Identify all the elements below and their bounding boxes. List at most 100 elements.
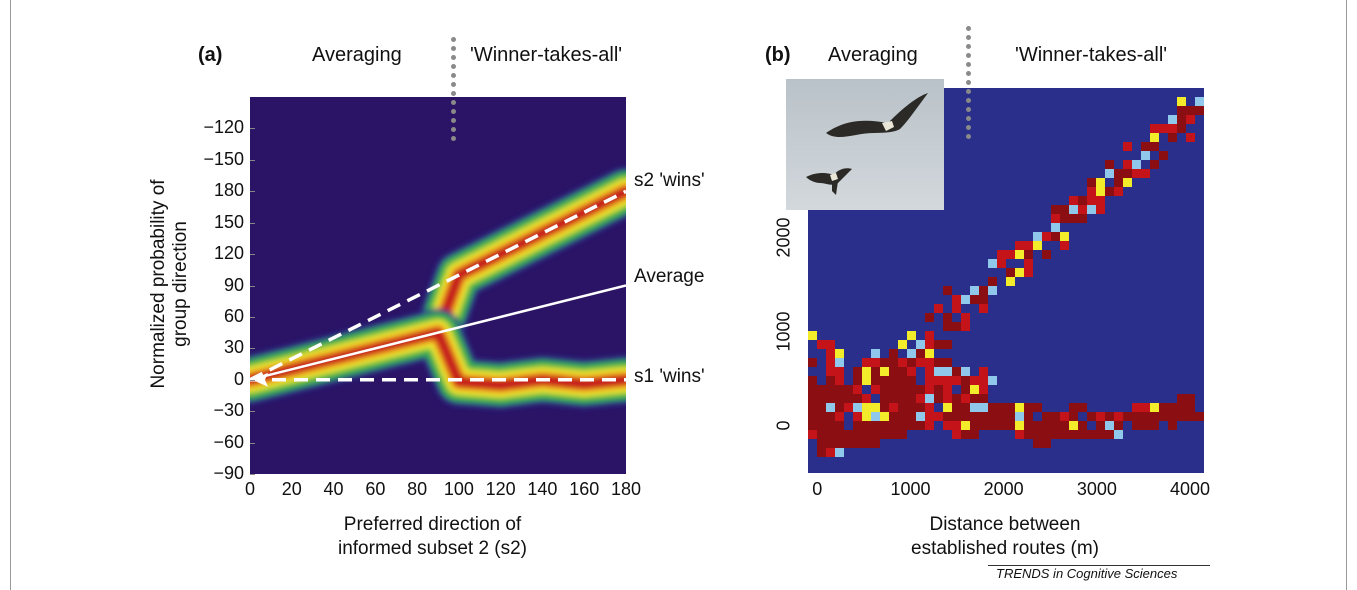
heat-cell bbox=[1141, 421, 1150, 430]
heat-cell bbox=[1069, 403, 1078, 412]
heat-cell bbox=[826, 430, 835, 439]
heat-cell bbox=[835, 376, 844, 385]
heat-cell bbox=[952, 430, 961, 439]
heat-cell bbox=[871, 349, 880, 358]
heat-cell bbox=[1033, 439, 1042, 448]
heat-cell bbox=[889, 349, 898, 358]
heat-cell bbox=[1033, 403, 1042, 412]
heat-cell bbox=[1132, 421, 1141, 430]
heat-cell bbox=[1087, 430, 1096, 439]
heat-cell bbox=[1123, 142, 1132, 151]
panel-a-ytick-label: 30 bbox=[223, 337, 244, 358]
divider-dot bbox=[451, 118, 456, 123]
heat-cell bbox=[1186, 133, 1195, 142]
heat-cell bbox=[1006, 268, 1015, 277]
heat-cell bbox=[835, 385, 844, 394]
heat-cell bbox=[961, 313, 970, 322]
divider-dot bbox=[966, 98, 971, 103]
heat-cell bbox=[1105, 187, 1114, 196]
panel-b-xlabel: Distance between established routes (m) bbox=[911, 514, 1099, 559]
heat-cell bbox=[988, 277, 997, 286]
heat-cell bbox=[1024, 268, 1033, 277]
heat-cell bbox=[925, 403, 934, 412]
heat-cell bbox=[1132, 160, 1141, 169]
heat-cell bbox=[907, 412, 916, 421]
heat-cell bbox=[1024, 412, 1033, 421]
heat-cell bbox=[1105, 421, 1114, 430]
panel-a-xtick-label: 180 bbox=[610, 479, 642, 499]
heat-cell bbox=[934, 340, 943, 349]
heat-cell bbox=[970, 430, 979, 439]
heat-cell bbox=[871, 421, 880, 430]
heat-cell bbox=[916, 340, 925, 349]
panel-a-xtick-label: 140 bbox=[527, 479, 558, 499]
heat-cell bbox=[862, 439, 871, 448]
heat-cell bbox=[889, 430, 898, 439]
heat-cell bbox=[961, 376, 970, 385]
panel-a-ytick-label: 60 bbox=[223, 305, 244, 326]
heat-cell bbox=[1123, 178, 1132, 187]
heat-cell bbox=[889, 412, 898, 421]
heat-cell bbox=[817, 421, 826, 430]
series-line-0 bbox=[250, 189, 626, 382]
heat-cell bbox=[871, 385, 880, 394]
heat-cell bbox=[961, 295, 970, 304]
heat-cell bbox=[1150, 142, 1159, 151]
heat-cell bbox=[1096, 412, 1105, 421]
panel-a-ytick-mark bbox=[250, 442, 255, 444]
heat-cell bbox=[1114, 421, 1123, 430]
heat-cell bbox=[1132, 169, 1141, 178]
s2-wins-label: s2 'wins' bbox=[634, 170, 705, 191]
heat-cell bbox=[1159, 403, 1168, 412]
heat-cell bbox=[808, 385, 817, 394]
heat-cell bbox=[907, 385, 916, 394]
heat-cell bbox=[943, 322, 952, 331]
divider-dot bbox=[451, 64, 456, 69]
heat-cell bbox=[1060, 421, 1069, 430]
heat-cell bbox=[1006, 277, 1015, 286]
heat-cell bbox=[1177, 412, 1186, 421]
heat-cell bbox=[844, 385, 853, 394]
heat-cell bbox=[1186, 115, 1195, 124]
heat-cell bbox=[943, 412, 952, 421]
panel-a-xtick-label: 0 bbox=[244, 479, 255, 499]
heat-cell bbox=[988, 259, 997, 268]
divider-dot bbox=[966, 134, 971, 139]
heat-cell bbox=[952, 421, 961, 430]
s1-wins-label: s1 'wins' bbox=[634, 366, 705, 387]
heat-cell bbox=[880, 403, 889, 412]
divider-dot bbox=[451, 136, 456, 141]
panel-a-xtick-label: 120 bbox=[485, 479, 516, 499]
heat-cell bbox=[943, 286, 952, 295]
heat-cell bbox=[844, 439, 853, 448]
heat-cell bbox=[826, 439, 835, 448]
heat-cell bbox=[889, 421, 898, 430]
divider-dot bbox=[966, 53, 971, 58]
heat-cell bbox=[925, 313, 934, 322]
heat-cell bbox=[808, 403, 817, 412]
heat-cell bbox=[1141, 412, 1150, 421]
heat-cell bbox=[970, 376, 979, 385]
heat-cell bbox=[1150, 160, 1159, 169]
heat-cell bbox=[817, 448, 826, 457]
heat-cell bbox=[1015, 430, 1024, 439]
divider-dot bbox=[966, 89, 971, 94]
divider-dot bbox=[966, 35, 971, 40]
divider-dot bbox=[966, 71, 971, 76]
divider-dot bbox=[451, 100, 456, 105]
heat-cell bbox=[934, 376, 943, 385]
heat-cell bbox=[979, 367, 988, 376]
heat-cell bbox=[952, 412, 961, 421]
divider-dot bbox=[451, 73, 456, 78]
heat-cell bbox=[1015, 268, 1024, 277]
heat-cell bbox=[826, 448, 835, 457]
heat-cell bbox=[808, 394, 817, 403]
heat-cell bbox=[925, 385, 934, 394]
panel-a-ytick-mark bbox=[250, 348, 255, 350]
heat-cell bbox=[952, 394, 961, 403]
heat-cell bbox=[952, 376, 961, 385]
series-line-1 bbox=[250, 284, 626, 381]
heat-cell bbox=[835, 439, 844, 448]
heat-cell bbox=[934, 367, 943, 376]
panel-a-ytick-mark bbox=[250, 159, 255, 161]
